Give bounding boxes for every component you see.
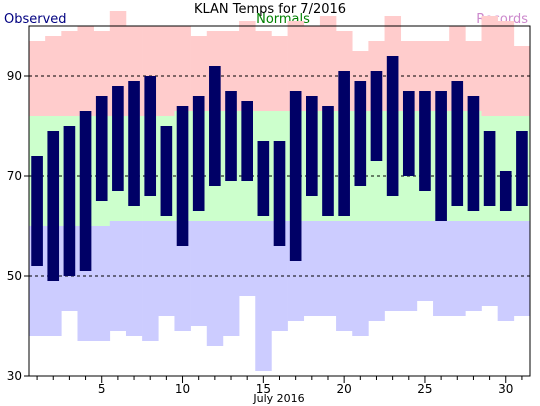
record-high-band	[158, 26, 175, 116]
record-low-band	[433, 221, 450, 316]
observed-bar	[47, 131, 60, 281]
record-low-band	[481, 221, 498, 306]
observed-bar	[354, 81, 367, 186]
record-high-band	[239, 21, 256, 111]
y-tick-label: 70	[7, 169, 22, 183]
record-low-band	[384, 221, 402, 311]
observed-bar	[467, 96, 480, 211]
record-low-band	[352, 221, 369, 336]
legend-observed: Observed	[4, 12, 67, 27]
record-low-band	[449, 221, 466, 316]
record-low-band	[303, 221, 321, 316]
observed-bar	[273, 141, 286, 246]
record-high-band	[319, 16, 337, 111]
record-high-band	[61, 31, 78, 116]
observed-bar	[451, 81, 464, 206]
observed-bar	[63, 126, 76, 276]
record-low-band	[497, 221, 515, 321]
record-low-band	[142, 221, 159, 341]
observed-bar	[499, 171, 512, 211]
record-low-band	[109, 221, 127, 331]
y-tick-label: 90	[7, 69, 22, 83]
observed-bar	[386, 56, 399, 196]
x-tick-label: 5	[98, 382, 106, 396]
record-low-band	[93, 226, 111, 341]
observed-bar	[306, 96, 318, 196]
record-low-band	[239, 221, 256, 296]
record-high-band	[287, 21, 305, 111]
record-low-band	[190, 221, 208, 326]
record-high-band	[93, 31, 111, 116]
observed-bar	[144, 76, 157, 196]
record-low-band	[465, 221, 482, 311]
observed-bar	[209, 66, 221, 186]
record-low-band	[255, 221, 272, 371]
chart-title: KLAN Temps for 7/2016	[194, 2, 346, 17]
observed-bar	[160, 126, 173, 216]
record-high-band	[77, 26, 94, 116]
observed-bar	[176, 106, 189, 246]
record-low-band	[158, 221, 175, 316]
x-tick-label: 20	[337, 382, 352, 396]
observed-bar	[192, 96, 205, 211]
record-high-band	[29, 41, 46, 116]
observed-bar	[128, 81, 140, 206]
record-high-band	[255, 31, 272, 111]
observed-bar	[322, 106, 334, 216]
observed-bar	[370, 71, 383, 161]
record-low-band	[319, 221, 337, 316]
x-tick-label: 25	[417, 382, 432, 396]
observed-bar	[516, 131, 528, 206]
x-axis-label: July 2016	[252, 392, 304, 405]
y-tick-label: 30	[7, 369, 22, 383]
observed-bar	[338, 71, 350, 216]
record-high-band	[497, 21, 515, 116]
observed-bar	[225, 91, 237, 181]
observed-bar	[79, 111, 92, 271]
x-tick-label: 10	[175, 382, 190, 396]
plot-area: 30 50 70 90 5 10 15 20 25 30	[7, 11, 531, 396]
x-tick-label: 30	[498, 382, 513, 396]
observed-bar	[112, 86, 124, 191]
observed-bar	[31, 156, 43, 266]
observed-bar	[435, 91, 447, 221]
record-low-band	[271, 221, 288, 331]
observed-bar	[289, 91, 302, 261]
observed-bar	[241, 101, 253, 181]
record-low-band	[368, 221, 385, 321]
record-low-band	[206, 221, 224, 346]
record-high-band	[271, 36, 288, 111]
record-low-band	[222, 221, 240, 336]
record-high-band	[481, 16, 498, 116]
observed-bar	[257, 141, 270, 216]
observed-bar	[95, 96, 108, 201]
record-low-band	[513, 221, 531, 316]
x-tick-label: 15	[256, 382, 271, 396]
record-high-band	[513, 46, 531, 116]
observed-bar	[402, 91, 415, 176]
observed-bar	[483, 131, 496, 206]
record-high-band	[190, 36, 208, 111]
record-low-band	[416, 221, 434, 301]
record-low-band	[336, 221, 353, 331]
observed-bar	[419, 91, 431, 191]
record-low-band	[174, 221, 191, 331]
record-low-band	[400, 221, 418, 311]
record-low-band	[125, 221, 143, 336]
y-tick-label: 50	[7, 269, 22, 283]
record-high-band	[174, 26, 191, 111]
record-high-band	[303, 26, 321, 111]
